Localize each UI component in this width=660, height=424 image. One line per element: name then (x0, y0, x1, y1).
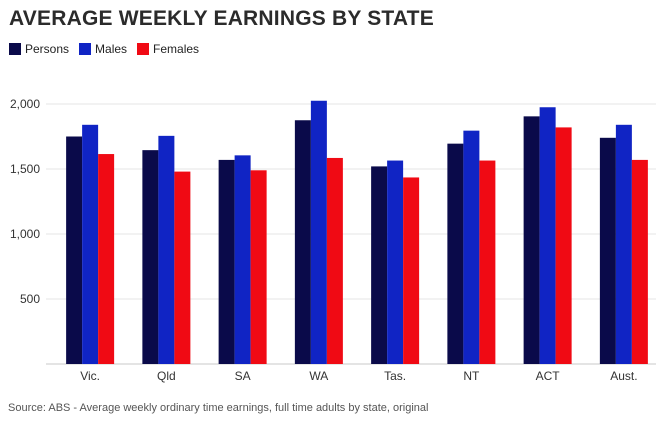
legend: Persons Males Females (9, 42, 199, 56)
bar-males-tas (387, 160, 404, 364)
bar-chart: 500 1,000 1,500 2,000 Vic. Qld SA WA Tas. NT ACT Au… (10, 97, 656, 383)
bar-males-wa (310, 100, 327, 364)
x-tick-label: Qld (157, 369, 176, 383)
bar-females-sa (250, 170, 267, 364)
x-tick-label: Vic. (80, 369, 100, 383)
legend-label-females: Females (153, 42, 200, 56)
y-tick-label: 1,500 (10, 162, 40, 176)
bar-females-tas (403, 177, 420, 364)
bar-males-aust (615, 124, 632, 364)
bar-males-nt (463, 130, 480, 364)
bar-persons-tas (371, 166, 388, 364)
bar-persons-nt (447, 143, 464, 364)
bar-females-wa (326, 157, 343, 364)
bar-persons-vic (66, 136, 83, 364)
source-note: Source: ABS - Average weekly ordinary ti… (8, 402, 429, 414)
bar-females-nt (479, 160, 496, 364)
bar-females-aust (631, 159, 648, 364)
x-tick-label: Aust. (610, 369, 637, 383)
legend-item-persons: Persons (9, 42, 69, 56)
legend-item-females: Females (137, 42, 199, 56)
x-tick-label: NT (463, 369, 480, 383)
bar-persons-qld (142, 150, 159, 364)
legend-label-persons: Persons (25, 42, 70, 56)
bar-persons-aust (599, 137, 616, 364)
y-tick-label: 2,000 (10, 97, 40, 111)
y-tick-label: 1,000 (10, 227, 40, 241)
legend-item-males: Males (79, 42, 127, 56)
chart-title: AVERAGE WEEKLY EARNINGS BY STATE (9, 7, 434, 30)
bar-females-act (555, 127, 572, 365)
x-tick-label: Tas. (384, 369, 406, 383)
bar-males-act (539, 107, 556, 364)
legend-swatch-females (137, 43, 150, 55)
bar-persons-wa (294, 120, 311, 364)
bar-females-qld (174, 171, 191, 364)
legend-swatch-persons (9, 43, 21, 55)
x-tick-label: SA (235, 369, 251, 383)
legend-swatch-males (79, 43, 92, 55)
bar-males-qld (158, 135, 175, 364)
bar-males-sa (234, 155, 251, 364)
bar-females-vic (98, 154, 115, 364)
y-tick-label: 500 (20, 292, 40, 306)
bar-males-vic (82, 124, 99, 364)
bar-persons-sa (218, 159, 235, 364)
legend-label-males: Males (95, 42, 128, 56)
x-tick-label: WA (309, 369, 328, 383)
bar-persons-act (523, 116, 540, 364)
x-tick-label: ACT (536, 369, 561, 383)
